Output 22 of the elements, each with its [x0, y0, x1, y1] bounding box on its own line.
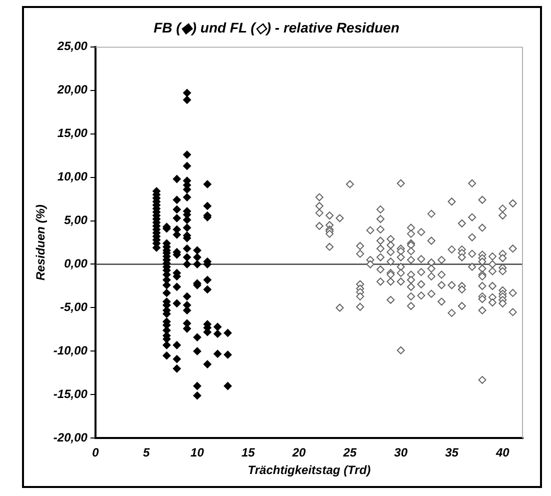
x-tick-label: 20 [291, 446, 306, 460]
x-axis-title: Trächtigkeitstag (Trd) [248, 463, 371, 478]
y-tick-label: -15,00 [53, 387, 88, 402]
y-tick-label: -20,00 [53, 430, 88, 445]
y-tick-label: 20,00 [56, 82, 88, 97]
x-tick-label: 10 [190, 446, 204, 460]
y-tick-label: 10,00 [57, 170, 88, 184]
x-tick-label: 0 [92, 446, 100, 460]
chart-title: FB (◆) und FL (◇) - relative Residuen [154, 19, 400, 36]
y-tick-label: 15,00 [57, 126, 88, 140]
y-tick-label: 5,00 [64, 213, 88, 228]
x-tick-label: 15 [241, 446, 256, 460]
y-tick-label: -10,00 [53, 344, 88, 358]
x-tick-label: 25 [342, 446, 357, 460]
y-tick-label: -5,00 [60, 300, 88, 314]
y-tick-label: 0,00 [64, 256, 88, 271]
x-tick-label: 5 [142, 446, 150, 460]
x-tick-label: 30 [394, 446, 408, 460]
x-tick-label: 35 [445, 446, 459, 460]
x-tick-label: 40 [494, 446, 510, 460]
y-tick-label: 25,00 [56, 39, 88, 54]
y-axis-title: Residuen (%) [34, 204, 48, 281]
